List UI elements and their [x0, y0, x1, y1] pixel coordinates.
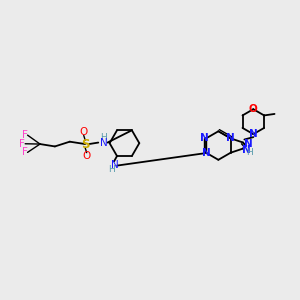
Text: F: F — [22, 147, 28, 158]
Text: N: N — [111, 160, 119, 170]
Text: F: F — [22, 130, 28, 140]
Text: S: S — [81, 138, 89, 151]
Text: N: N — [244, 140, 252, 149]
Text: F: F — [19, 139, 25, 149]
Text: N: N — [202, 148, 210, 158]
Text: H: H — [246, 148, 253, 157]
Text: O: O — [80, 127, 88, 137]
Text: N: N — [200, 134, 209, 143]
Text: H: H — [100, 133, 106, 142]
Text: H: H — [109, 165, 115, 174]
Text: O: O — [82, 151, 91, 161]
Text: N: N — [100, 138, 107, 148]
Text: O: O — [248, 104, 257, 114]
Text: N: N — [249, 129, 258, 139]
Text: N: N — [242, 145, 250, 155]
Text: N: N — [226, 133, 235, 143]
